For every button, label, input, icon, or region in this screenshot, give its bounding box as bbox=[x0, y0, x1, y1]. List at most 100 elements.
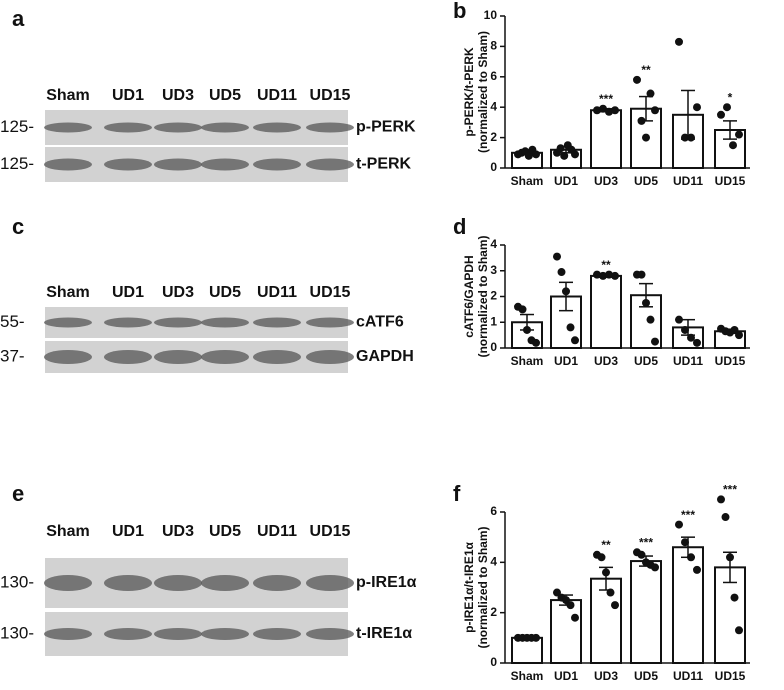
data-point bbox=[717, 495, 725, 504]
data-point bbox=[637, 270, 646, 279]
data-point bbox=[723, 103, 731, 112]
blot-band bbox=[44, 317, 92, 328]
blot-band bbox=[44, 350, 92, 364]
data-point bbox=[524, 151, 533, 160]
y-tick-label: 4 bbox=[490, 555, 497, 569]
data-point bbox=[571, 613, 579, 622]
bar bbox=[714, 566, 746, 664]
data-point bbox=[681, 325, 689, 334]
row-label: p-PERK bbox=[356, 119, 416, 136]
y-tick-label: 4 bbox=[490, 237, 497, 251]
lane-label: UD5 bbox=[209, 523, 241, 540]
lane-label: Sham bbox=[46, 523, 90, 540]
lane-label: Sham bbox=[46, 87, 90, 104]
blot-band bbox=[306, 350, 354, 364]
lane-label: UD5 bbox=[209, 87, 241, 104]
data-point bbox=[693, 103, 701, 112]
bar bbox=[590, 109, 622, 169]
row-label: t-IRE1α bbox=[356, 625, 412, 642]
blot-band bbox=[154, 122, 202, 133]
panel-letter: d bbox=[453, 214, 466, 239]
mw-marker: 125- bbox=[0, 117, 34, 136]
blot-band bbox=[306, 575, 354, 591]
blot-band bbox=[253, 575, 301, 591]
data-point bbox=[642, 298, 650, 307]
row-label: p-IRE1α bbox=[356, 574, 417, 591]
mw-marker: 55- bbox=[0, 312, 25, 331]
data-point bbox=[633, 75, 641, 84]
blot-band bbox=[201, 122, 249, 133]
data-point bbox=[735, 331, 743, 340]
x-tick-label: UD1 bbox=[554, 354, 578, 368]
lane-label: UD11 bbox=[257, 284, 297, 301]
data-point bbox=[735, 130, 743, 139]
data-point bbox=[651, 106, 659, 115]
lane-label: UD1 bbox=[112, 523, 144, 540]
y-tick-label: 3 bbox=[490, 263, 497, 277]
lane-label: UD5 bbox=[209, 284, 241, 301]
data-point bbox=[687, 133, 695, 142]
data-point bbox=[637, 116, 646, 125]
blot-band bbox=[104, 628, 152, 640]
y-tick-label: 6 bbox=[490, 69, 497, 83]
significance: ** bbox=[601, 258, 611, 272]
data-point bbox=[556, 144, 565, 153]
significance: * bbox=[728, 90, 733, 104]
data-point bbox=[593, 270, 601, 279]
blot-band bbox=[44, 158, 92, 171]
data-point bbox=[726, 553, 734, 562]
y-tick-label: 4 bbox=[490, 99, 497, 113]
data-point bbox=[675, 315, 683, 324]
x-tick-label: UD3 bbox=[594, 669, 618, 683]
data-point bbox=[721, 513, 730, 522]
blot-band bbox=[253, 628, 301, 640]
y-tick-label: 6 bbox=[490, 504, 497, 518]
blot-band bbox=[253, 317, 301, 328]
lane-label: UD11 bbox=[257, 523, 297, 540]
y-axis-label: (normalized to Sham) bbox=[476, 235, 490, 357]
x-tick-label: UD3 bbox=[594, 174, 618, 188]
blot-band bbox=[201, 317, 249, 328]
mw-marker: 37- bbox=[0, 346, 25, 365]
y-tick-label: 0 bbox=[490, 340, 497, 354]
data-point bbox=[606, 588, 615, 597]
bar bbox=[590, 274, 622, 349]
x-tick-label: UD11 bbox=[673, 669, 703, 683]
significance: ** bbox=[641, 63, 651, 77]
data-point bbox=[553, 252, 561, 261]
data-point bbox=[593, 106, 601, 115]
blot-band bbox=[201, 350, 249, 364]
bar bbox=[630, 560, 662, 665]
data-point bbox=[693, 565, 701, 574]
blot-band bbox=[201, 628, 249, 640]
data-point bbox=[681, 133, 689, 142]
x-tick-label: Sham bbox=[511, 354, 544, 368]
panel-letter: a bbox=[12, 6, 25, 31]
y-tick-label: 0 bbox=[490, 655, 497, 669]
panel-letter: e bbox=[12, 481, 24, 506]
data-point bbox=[566, 323, 575, 332]
x-tick-label: UD5 bbox=[634, 174, 658, 188]
mw-marker: 125- bbox=[0, 154, 34, 173]
significance: *** bbox=[681, 508, 695, 522]
data-point bbox=[599, 271, 607, 280]
data-point bbox=[675, 520, 683, 529]
data-point bbox=[651, 337, 659, 346]
lane-label: UD15 bbox=[310, 523, 351, 540]
data-point bbox=[602, 568, 610, 577]
significance: *** bbox=[723, 483, 737, 497]
data-point bbox=[646, 89, 655, 98]
y-axis-label: (normalized to Sham) bbox=[476, 526, 490, 648]
data-point bbox=[532, 338, 540, 347]
lane-label: UD15 bbox=[310, 87, 351, 104]
blot-band bbox=[154, 628, 202, 640]
data-point bbox=[566, 601, 575, 610]
bar bbox=[672, 546, 704, 665]
data-point bbox=[571, 150, 579, 159]
x-tick-label: UD15 bbox=[715, 669, 746, 683]
data-point bbox=[646, 315, 655, 324]
data-point bbox=[560, 151, 569, 160]
bar bbox=[511, 636, 543, 664]
x-tick-label: UD11 bbox=[673, 174, 703, 188]
